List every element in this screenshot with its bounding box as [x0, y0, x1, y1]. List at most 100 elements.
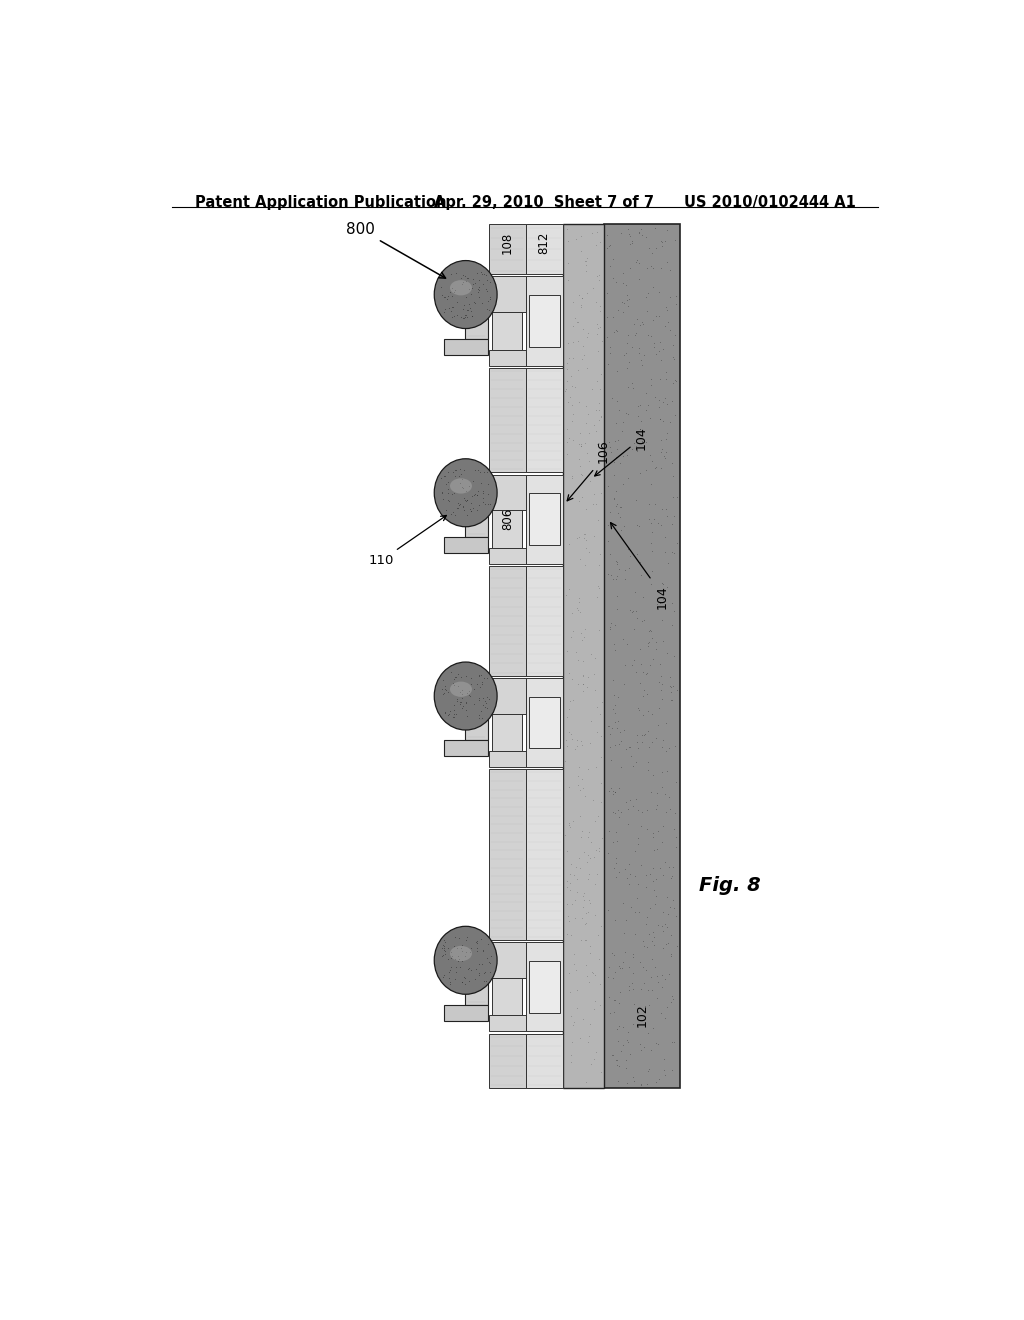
Point [607, 495, 624, 516]
Point [441, 972, 458, 993]
Point [457, 265, 473, 286]
Point [574, 1008, 591, 1030]
Point [600, 531, 616, 552]
Point [610, 1031, 627, 1052]
Point [665, 346, 681, 367]
Point [583, 1053, 599, 1074]
Point [559, 924, 575, 945]
Point [601, 616, 617, 638]
Point [471, 689, 487, 710]
Point [578, 529, 594, 550]
Point [614, 628, 631, 649]
Point [640, 759, 656, 780]
Point [559, 352, 575, 374]
Point [660, 787, 677, 808]
Point [454, 684, 470, 705]
Point [561, 863, 578, 884]
Point [567, 857, 584, 878]
Point [599, 282, 615, 304]
Point [663, 867, 679, 888]
Point [647, 957, 664, 978]
Point [579, 413, 595, 434]
Point [439, 705, 456, 726]
Point [638, 432, 654, 453]
Point [618, 333, 635, 354]
Point [643, 512, 659, 533]
Point [454, 692, 470, 713]
Point [459, 682, 475, 704]
Point [617, 1057, 634, 1078]
Point [665, 676, 681, 697]
Point [602, 437, 618, 458]
Point [628, 601, 644, 622]
Point [469, 941, 485, 962]
Point [589, 313, 605, 334]
Bar [493, 714, 522, 751]
Point [622, 1043, 638, 1064]
Point [453, 308, 469, 329]
Point [664, 985, 680, 1006]
Point [479, 483, 496, 504]
Point [435, 669, 452, 690]
Point [668, 285, 684, 306]
Bar [528, 697, 560, 748]
Point [592, 231, 608, 252]
Point [615, 923, 632, 944]
Point [601, 236, 617, 257]
Point [477, 961, 494, 982]
Point [629, 249, 645, 271]
Point [482, 288, 499, 309]
Point [450, 498, 466, 519]
Point [667, 370, 683, 391]
Point [442, 956, 459, 977]
Point [564, 331, 581, 352]
Point [634, 355, 650, 376]
Point [592, 296, 608, 317]
Point [651, 653, 668, 675]
Point [642, 898, 658, 919]
Point [591, 392, 607, 413]
Point [479, 494, 496, 515]
Point [634, 430, 650, 451]
Point [589, 323, 605, 345]
Point [609, 830, 626, 851]
Point [603, 777, 620, 799]
Point [440, 482, 457, 503]
Point [570, 649, 587, 671]
Point [620, 1073, 636, 1094]
Point [446, 694, 463, 715]
Point [599, 306, 615, 327]
Text: 800: 800 [346, 222, 445, 279]
Point [659, 300, 676, 321]
Point [561, 873, 578, 894]
Point [593, 828, 609, 849]
Point [648, 838, 665, 859]
Point [601, 1002, 617, 1023]
Point [638, 459, 654, 480]
Point [648, 238, 665, 259]
Point [648, 799, 665, 820]
Point [653, 673, 670, 694]
Bar [489, 751, 525, 767]
Point [593, 363, 609, 384]
Point [620, 799, 636, 820]
Point [478, 265, 495, 286]
Point [654, 865, 671, 886]
Point [602, 235, 618, 256]
Point [645, 648, 662, 669]
Point [461, 477, 477, 498]
Point [577, 523, 593, 544]
Point [648, 795, 665, 816]
Point [565, 942, 582, 964]
Point [657, 498, 674, 519]
Point [455, 265, 471, 286]
Point [653, 689, 670, 710]
Point [641, 1059, 657, 1080]
Point [601, 432, 617, 453]
Text: 110: 110 [369, 515, 446, 566]
Point [558, 432, 574, 453]
Point [457, 945, 473, 966]
Point [474, 941, 490, 962]
Bar [489, 474, 525, 511]
Point [472, 676, 488, 697]
